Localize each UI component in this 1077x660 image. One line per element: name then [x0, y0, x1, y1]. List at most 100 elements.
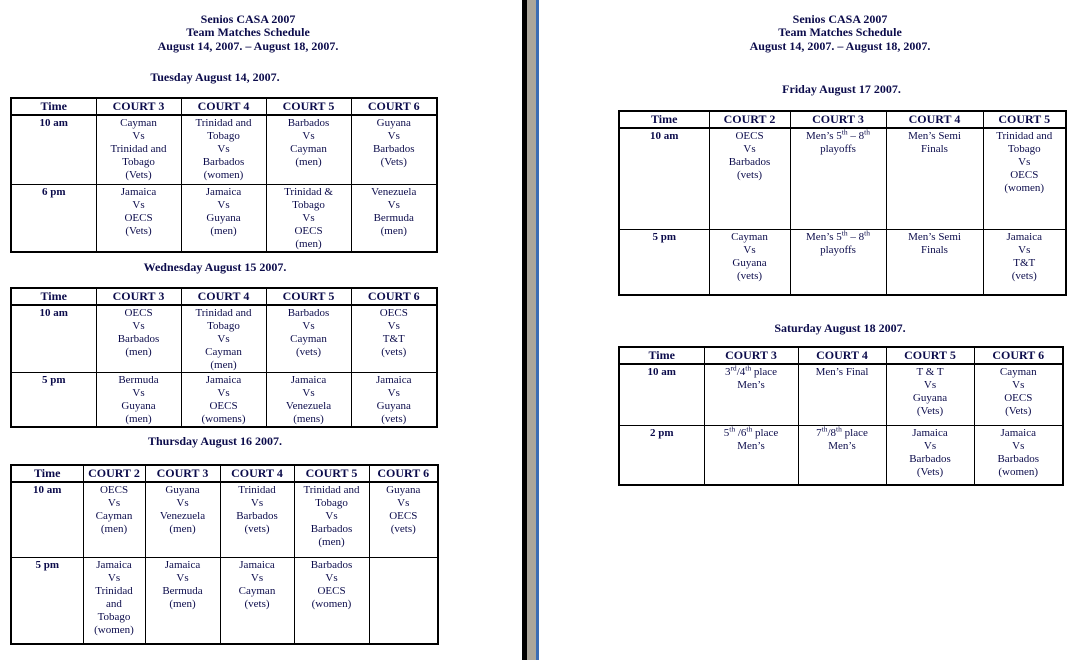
match-cell-line: Vs [250, 497, 264, 509]
match-cell: Jamaica Vs T&T (vets) [982, 228, 1067, 296]
match-cell-line: Barbados [310, 523, 353, 535]
match-cell: Barbados Vs Cayman (men) [265, 114, 352, 185]
schedule-row: 10 am OECS Vs Barbados (vets) Men’s 5th – 8th… [618, 127, 1067, 230]
match-cell-line: (men) [100, 523, 128, 535]
day-heading-tuesday: Tuesday August 14, 2007. [150, 70, 280, 84]
title-line-3: August 14, 2007. – August 18, 2007. [157, 38, 339, 53]
match-cell-line: Vs [1012, 439, 1025, 452]
match-cell: Jamaica Vs Barbados (Vets) [885, 424, 975, 486]
match-cell-line: Vs [302, 320, 315, 332]
match-cell-line: Bermuda [118, 374, 159, 386]
ordinal-suffix: th [746, 425, 753, 433]
schedule-row: 6 pm Jamaica Vs OECS (Vets) Jamaica Vs Guyana (m… [10, 183, 438, 252]
match-cell-line: Vs [132, 198, 145, 211]
schedule-table-saturday: Time COURT 3 COURT 4 COURT 5 COURT 6 10 am 3rd… [618, 346, 1064, 486]
match-cell-line: Vs [302, 130, 315, 142]
match-cell-line: 7th/8th place [816, 425, 868, 439]
match-cell: Jamaica Vs Barbados (women) [973, 424, 1064, 486]
match-cell: Cayman Vs Trinidad and Tobago (Vets) [95, 114, 182, 185]
match-cell-line: (men) [210, 359, 237, 371]
time-cell: 5 pm [618, 228, 710, 296]
match-cell-line: Men’s [737, 439, 765, 452]
match-cell-line: Vs [217, 143, 230, 155]
match-cell-line: Barbados [236, 510, 278, 522]
match-cell: 7th/8th place Men’s [797, 424, 887, 486]
match-cell: OECS Vs T&T (vets) [350, 304, 438, 373]
match-cell-line: Guyana [376, 117, 411, 129]
match-cell-line: Trinidad [238, 484, 276, 496]
ordinal-suffix: rd [730, 364, 737, 373]
match-cell-line: Vs [387, 198, 400, 211]
match-cell: Guyana Vs OECS (vets) [368, 481, 439, 558]
match-cell-line: Vs [132, 387, 145, 399]
match-cell-line: Vs [743, 243, 756, 256]
match-cell-line: Vs [132, 320, 145, 332]
header-row: Time COURT 2 COURT 3 COURT 4 COURT 5 COURT 6 [10, 464, 439, 483]
ordinal-suffix: th [821, 425, 828, 433]
match-cell-line: Men’s Semi [908, 130, 961, 142]
match-cell-line: Jamaica [96, 558, 132, 571]
match-cell-line: Trinidad and [195, 117, 252, 129]
ordinal-suffix: th [864, 229, 870, 237]
match-cell-line: playoffs [820, 243, 856, 256]
column-header: COURT 5 [293, 464, 370, 483]
column-header: Time [618, 346, 705, 365]
match-cell: Bermuda Vs Guyana (men) [95, 372, 182, 428]
match-cell: Trinidad and Tobago Vs Barbados (men) [293, 481, 370, 558]
title-line-1: Senios CASA 2007 [200, 12, 296, 26]
match-cell-line: Guyana [912, 392, 948, 404]
match-cell-line: (Vets) [125, 169, 152, 181]
match-cell-line: (Vets) [916, 465, 944, 478]
match-cell-line: (womens) [201, 413, 246, 425]
match-cell-line: Guyana [165, 484, 200, 496]
column-header: COURT 6 [350, 97, 438, 116]
match-cell: 5th /6th place Men’s [703, 424, 799, 486]
match-cell-line: (men) [295, 237, 322, 250]
ordinal-suffix: th [836, 425, 842, 433]
match-cell-line: Cayman [290, 143, 327, 155]
match-cell-line: Vs [132, 130, 145, 142]
match-cell-line: (men) [169, 597, 196, 610]
column-header: COURT 6 [350, 287, 438, 306]
header-row: Time COURT 3 COURT 4 COURT 5 COURT 6 [10, 287, 438, 306]
day-heading-saturday: Saturday August 18 2007. [774, 321, 906, 335]
match-cell: Men’s Semi Finals [885, 127, 984, 230]
match-cell: OECS Vs Barbados (men) [95, 304, 182, 373]
match-cell-line: T&T [382, 333, 405, 345]
match-cell-line: playoffs [820, 143, 856, 155]
match-cell-line: Guyana [121, 400, 156, 412]
document-page-right: Senios CASA 2007 Team Matches Schedule A… [539, 0, 1077, 660]
match-cell-line: Guyana [386, 484, 421, 496]
match-cell: Cayman Vs OECS (Vets) [973, 363, 1064, 426]
match-cell: Cayman Vs Guyana (vets) [708, 228, 791, 296]
match-cell-line: Barbados [287, 307, 330, 319]
match-cell-line: Jamaica [120, 185, 157, 198]
match-cell-line: Jamaica [1006, 230, 1042, 243]
header-row: Time COURT 2 COURT 3 COURT 4 COURT 5 [618, 110, 1067, 129]
ordinal-suffix: th [745, 364, 752, 373]
match-cell-line: (vets) [295, 346, 322, 358]
match-cell-line: Barbados [202, 156, 245, 168]
time-cell: 6 pm [10, 183, 97, 252]
match-cell-line: Vs [397, 497, 410, 509]
match-cell-line: OECS [209, 400, 238, 412]
match-cell: Barbados Vs OECS (women) [293, 556, 370, 645]
ordinal-suffix: th [841, 128, 848, 137]
match-cell-line: Venezuela [159, 510, 206, 522]
column-header: COURT 5 [265, 287, 352, 306]
match-cell-line: Jamaica [1000, 426, 1036, 439]
title-line-2: Team Matches Schedule [186, 25, 310, 40]
column-header: COURT 2 [82, 464, 146, 483]
column-header: COURT 2 [708, 110, 791, 129]
schedule-table-friday: Time COURT 2 COURT 3 COURT 4 COURT 5 10 am OEC… [618, 110, 1067, 296]
column-header: COURT 3 [95, 287, 182, 306]
document-page-left: Senios CASA 2007 Team Matches Schedule A… [0, 0, 522, 660]
match-cell-line: Trinidad & [284, 185, 333, 198]
column-header: COURT 3 [95, 97, 182, 116]
match-cell-line: (women) [203, 169, 244, 181]
schedule-row: 10 am OECS Vs Cayman (men) Guyana Vs Venezuela(… [10, 481, 439, 558]
page-divider [522, 0, 539, 660]
time-cell: 10 am [618, 363, 705, 426]
match-cell: Men’s 5th – 8th playoffs [789, 127, 887, 230]
